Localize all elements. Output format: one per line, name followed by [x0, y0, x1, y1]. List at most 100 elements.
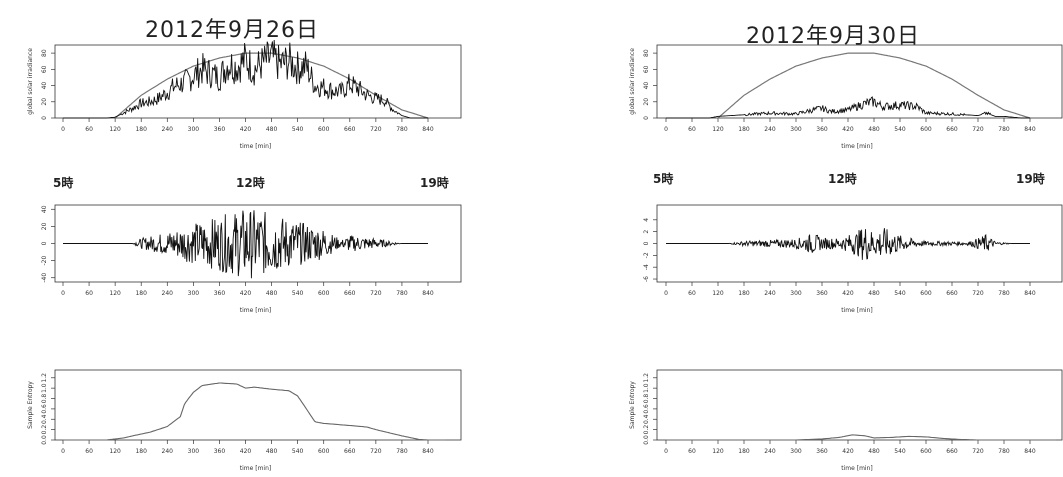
x-tick-label: 480: [266, 126, 278, 133]
y-tick-label: 0.0: [41, 435, 48, 445]
x-tick-label: 360: [816, 126, 828, 133]
difference-series-line: [666, 228, 1030, 260]
left-hour-label-end: 19時: [420, 176, 449, 190]
left-panel-title: 2012年9月26日: [145, 18, 319, 43]
x-tick-label: 300: [790, 448, 802, 455]
x-tick-label: 420: [842, 126, 854, 133]
plot-frame: [54, 369, 462, 441]
x-tick-label: 720: [370, 126, 382, 133]
x-tick-label: 600: [318, 448, 330, 455]
x-axis-label: time [min]: [841, 143, 872, 150]
x-tick-label: 660: [344, 290, 356, 297]
x-tick-label: 420: [240, 126, 252, 133]
x-tick-label: 600: [318, 126, 330, 133]
y-tick-label: 1.2: [41, 373, 48, 383]
chart-4: 0 60 120 180 240 300 360 420 480 540 600 660 720 780 8…: [629, 44, 1063, 150]
x-tick-label: 780: [396, 126, 408, 133]
y-tick-label: 0.2: [41, 425, 48, 435]
x-tick-label: 0: [664, 290, 668, 297]
x-tick-label: 480: [868, 448, 880, 455]
x-tick-label: 120: [109, 126, 121, 133]
x-tick-label: 660: [946, 126, 958, 133]
x-tick-label: 420: [842, 448, 854, 455]
x-tick-label: 0: [61, 448, 65, 455]
y-tick-label: 40: [41, 205, 48, 213]
y-tick-label: 0.8: [41, 394, 48, 404]
x-tick-label: 840: [422, 126, 434, 133]
right-hour-label-noon: 12時: [828, 172, 857, 186]
x-tick-label: 540: [894, 448, 906, 455]
x-tick-label: 720: [972, 448, 984, 455]
x-tick-label: 240: [764, 126, 776, 133]
right-hour-label-start: 5時: [653, 172, 674, 186]
x-tick-label: 420: [240, 290, 252, 297]
x-tick-label: 240: [162, 126, 174, 133]
y-tick-label: 60: [41, 65, 48, 73]
chart-6: 0 60 120 180 240 300 360 420 480 540 600 660 720 780 8…: [629, 369, 1063, 472]
x-tick-label: 180: [135, 448, 147, 455]
x-tick-label: 600: [920, 448, 932, 455]
measured-irradiance-line: [63, 39, 428, 119]
x-tick-label: 60: [85, 448, 93, 455]
y-tick-label: 80: [41, 49, 48, 57]
x-tick-label: 180: [135, 126, 147, 133]
x-tick-label: 0: [61, 126, 65, 133]
y-axis-label: Sample Entropy: [27, 381, 34, 429]
x-tick-label: 300: [188, 290, 200, 297]
sample-entropy-line: [63, 382, 445, 441]
x-tick-label: 0: [61, 290, 65, 297]
x-tick-label: 120: [109, 448, 121, 455]
x-tick-label: 840: [422, 290, 434, 297]
x-tick-label: 240: [162, 290, 174, 297]
x-tick-label: 840: [1024, 126, 1036, 133]
x-tick-label: 840: [1024, 290, 1036, 297]
x-tick-label: 60: [688, 290, 696, 297]
y-tick-label: 0.8: [643, 394, 650, 404]
y-tick-label: 40: [41, 82, 48, 90]
y-tick-label: 4: [643, 218, 650, 222]
x-tick-label: 360: [816, 448, 828, 455]
y-tick-label: 0.2: [643, 425, 650, 435]
y-tick-label: 0.4: [41, 414, 48, 424]
x-tick-label: 360: [214, 126, 226, 133]
y-tick-label: -4: [643, 264, 650, 270]
x-tick-label: 180: [738, 126, 750, 133]
x-tick-label: 540: [894, 290, 906, 297]
x-tick-label: 780: [998, 448, 1010, 455]
y-tick-label: -6: [643, 276, 650, 282]
x-axis-label: time [min]: [240, 143, 271, 150]
x-tick-label: 360: [214, 448, 226, 455]
x-tick-label: 240: [162, 448, 174, 455]
x-tick-label: 720: [972, 290, 984, 297]
x-tick-label: 120: [712, 448, 724, 455]
x-tick-label: 240: [764, 448, 776, 455]
y-tick-label: 20: [643, 98, 650, 106]
x-axis-label: time [min]: [841, 307, 872, 314]
sample-entropy-line: [666, 434, 1056, 441]
x-tick-label: 840: [422, 448, 434, 455]
x-tick-label: 300: [188, 448, 200, 455]
clear-sky-envelope-line: [114, 52, 429, 119]
y-tick-label: 1.2: [643, 373, 650, 383]
chart-3: 0 60 120 180 240 300 360 420 480 540 600 660 720 780 8…: [27, 369, 462, 472]
left-hour-label-noon: 12時: [236, 176, 265, 190]
y-tick-label: 0: [41, 116, 48, 120]
x-tick-label: 240: [764, 290, 776, 297]
plot-frame: [656, 369, 1063, 441]
x-tick-label: 540: [292, 448, 304, 455]
x-tick-label: 360: [816, 290, 828, 297]
x-tick-label: 180: [135, 290, 147, 297]
x-tick-label: 600: [920, 290, 932, 297]
y-tick-label: 0: [643, 116, 650, 120]
x-tick-label: 660: [344, 126, 356, 133]
x-tick-label: 540: [292, 290, 304, 297]
y-tick-label: 20: [41, 222, 48, 230]
x-tick-label: 360: [214, 290, 226, 297]
x-tick-label: 60: [688, 448, 696, 455]
chart-2: 0 60 120 180 240 300 360 420 480 540 600 660 720 780 8…: [41, 204, 462, 314]
x-tick-label: 660: [344, 448, 356, 455]
x-tick-label: 180: [738, 448, 750, 455]
y-tick-label: 2: [643, 230, 650, 234]
y-axis-label: global solar irradiance: [629, 48, 636, 115]
